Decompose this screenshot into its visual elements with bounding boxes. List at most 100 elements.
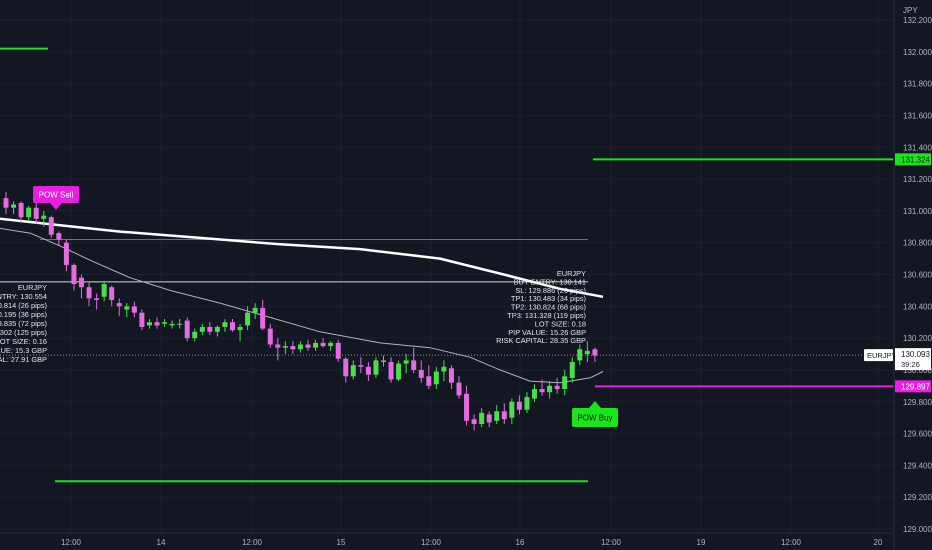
candle-body[interactable] — [365, 366, 371, 375]
candle-body[interactable] — [199, 326, 205, 332]
candle-body[interactable] — [154, 322, 160, 326]
candle-body[interactable] — [433, 371, 439, 385]
candle-body[interactable] — [381, 360, 386, 362]
candle-body[interactable] — [562, 376, 568, 390]
candle-body[interactable] — [479, 412, 485, 425]
candle-body[interactable] — [3, 198, 9, 208]
candle-body[interactable] — [131, 306, 137, 313]
trade-info-left-line: LOT SIZE: 0.16 — [0, 337, 47, 346]
candle-body[interactable] — [328, 342, 334, 347]
y-tick-label: 130.800 — [903, 239, 932, 248]
candle-body[interactable] — [109, 287, 115, 300]
candle-body[interactable] — [297, 344, 303, 350]
candle-body[interactable] — [192, 331, 198, 339]
price-tag-label: 131.324 — [901, 155, 930, 164]
candle-body[interactable] — [267, 328, 273, 345]
candle-body[interactable] — [532, 389, 537, 399]
candle-body[interactable] — [411, 360, 417, 370]
ema-fast-line — [0, 227, 604, 384]
signal-label: POW Sell — [39, 191, 74, 200]
candle-body[interactable] — [63, 242, 69, 265]
x-tick-label: 14 — [157, 538, 166, 547]
candle-body[interactable] — [71, 264, 77, 285]
candle-body[interactable] — [494, 411, 500, 421]
candle-body[interactable] — [388, 361, 394, 380]
candle-body[interactable] — [547, 385, 553, 393]
candle-body[interactable] — [79, 277, 84, 288]
x-tick-label: 19 — [697, 538, 706, 547]
candle-body[interactable] — [456, 382, 462, 396]
candle-body[interactable] — [441, 366, 447, 372]
signal-marker-buy[interactable] — [572, 408, 618, 427]
candle-body[interactable] — [41, 215, 47, 219]
candle-body[interactable] — [577, 349, 583, 361]
candle-body[interactable] — [501, 411, 507, 420]
candle-body[interactable] — [554, 385, 560, 390]
ema-slow-line — [0, 217, 604, 299]
price-tag-label: 129.897 — [901, 382, 930, 391]
candle-body[interactable] — [26, 207, 32, 218]
candle-body[interactable] — [516, 401, 522, 410]
candle-body[interactable] — [282, 346, 288, 348]
candle-body[interactable] — [403, 360, 409, 364]
candle-body[interactable] — [48, 217, 54, 235]
y-tick-label: 131.200 — [903, 175, 932, 184]
candle-body[interactable] — [320, 342, 326, 347]
candle-body[interactable] — [539, 389, 545, 393]
candle-body[interactable] — [177, 323, 183, 325]
candle-body[interactable] — [464, 393, 470, 421]
candle-body[interactable] — [124, 306, 130, 310]
candle-body[interactable] — [350, 365, 356, 377]
candle-body[interactable] — [335, 342, 341, 359]
candle-body[interactable] — [448, 368, 454, 383]
signal-marker-sell[interactable] — [33, 186, 79, 203]
candle-body[interactable] — [418, 369, 424, 378]
candle-body[interactable] — [33, 207, 39, 219]
candle-body[interactable] — [471, 419, 477, 425]
candle-body[interactable] — [592, 349, 598, 356]
candle-body[interactable] — [184, 320, 190, 339]
trade-info-left-line: EURJPY — [18, 283, 47, 292]
candle-body[interactable] — [396, 363, 402, 380]
y-tick-label: 129.000 — [903, 525, 932, 534]
candle-body[interactable] — [169, 323, 175, 326]
candle-body[interactable] — [56, 233, 62, 240]
last-price-label: 130.093 — [901, 350, 930, 359]
candle-body[interactable] — [260, 307, 266, 329]
candle-body[interactable] — [18, 202, 24, 218]
candle-body[interactable] — [139, 312, 145, 327]
candle-body[interactable] — [245, 312, 251, 326]
candle-body[interactable] — [358, 365, 364, 367]
candle-body[interactable] — [252, 307, 258, 313]
candle-body[interactable] — [584, 350, 590, 355]
candle-body[interactable] — [237, 326, 243, 331]
candle-body[interactable] — [373, 360, 379, 375]
candle-body[interactable] — [86, 287, 92, 299]
candle-body[interactable] — [313, 342, 319, 348]
candle-body[interactable] — [305, 344, 311, 348]
candle-body[interactable] — [214, 326, 220, 332]
candle-body[interactable] — [509, 401, 515, 418]
candle-body[interactable] — [116, 303, 122, 307]
trade-info-right-line: TP2: 130.824 (68 pips) — [511, 303, 586, 312]
candle-body[interactable] — [230, 322, 235, 331]
symbol-tag-label: EURJPY — [867, 351, 897, 360]
candle-body[interactable] — [524, 396, 530, 410]
y-tick-label: 130.600 — [903, 271, 932, 280]
candle-body[interactable] — [162, 322, 168, 324]
candle-body[interactable] — [569, 361, 575, 378]
candle-body[interactable] — [101, 284, 107, 297]
candle-body[interactable] — [94, 298, 100, 300]
candle-body[interactable] — [486, 414, 492, 423]
candle-body[interactable] — [343, 358, 349, 377]
candle-body[interactable] — [207, 326, 213, 332]
candle-body[interactable] — [275, 344, 281, 348]
candle-body[interactable] — [290, 346, 296, 350]
candle-body[interactable] — [146, 322, 152, 326]
candle-body[interactable] — [222, 322, 228, 327]
candle-body[interactable] — [426, 376, 432, 386]
candle-body[interactable] — [11, 204, 17, 208]
x-tick-label: 12:00 — [242, 538, 263, 547]
